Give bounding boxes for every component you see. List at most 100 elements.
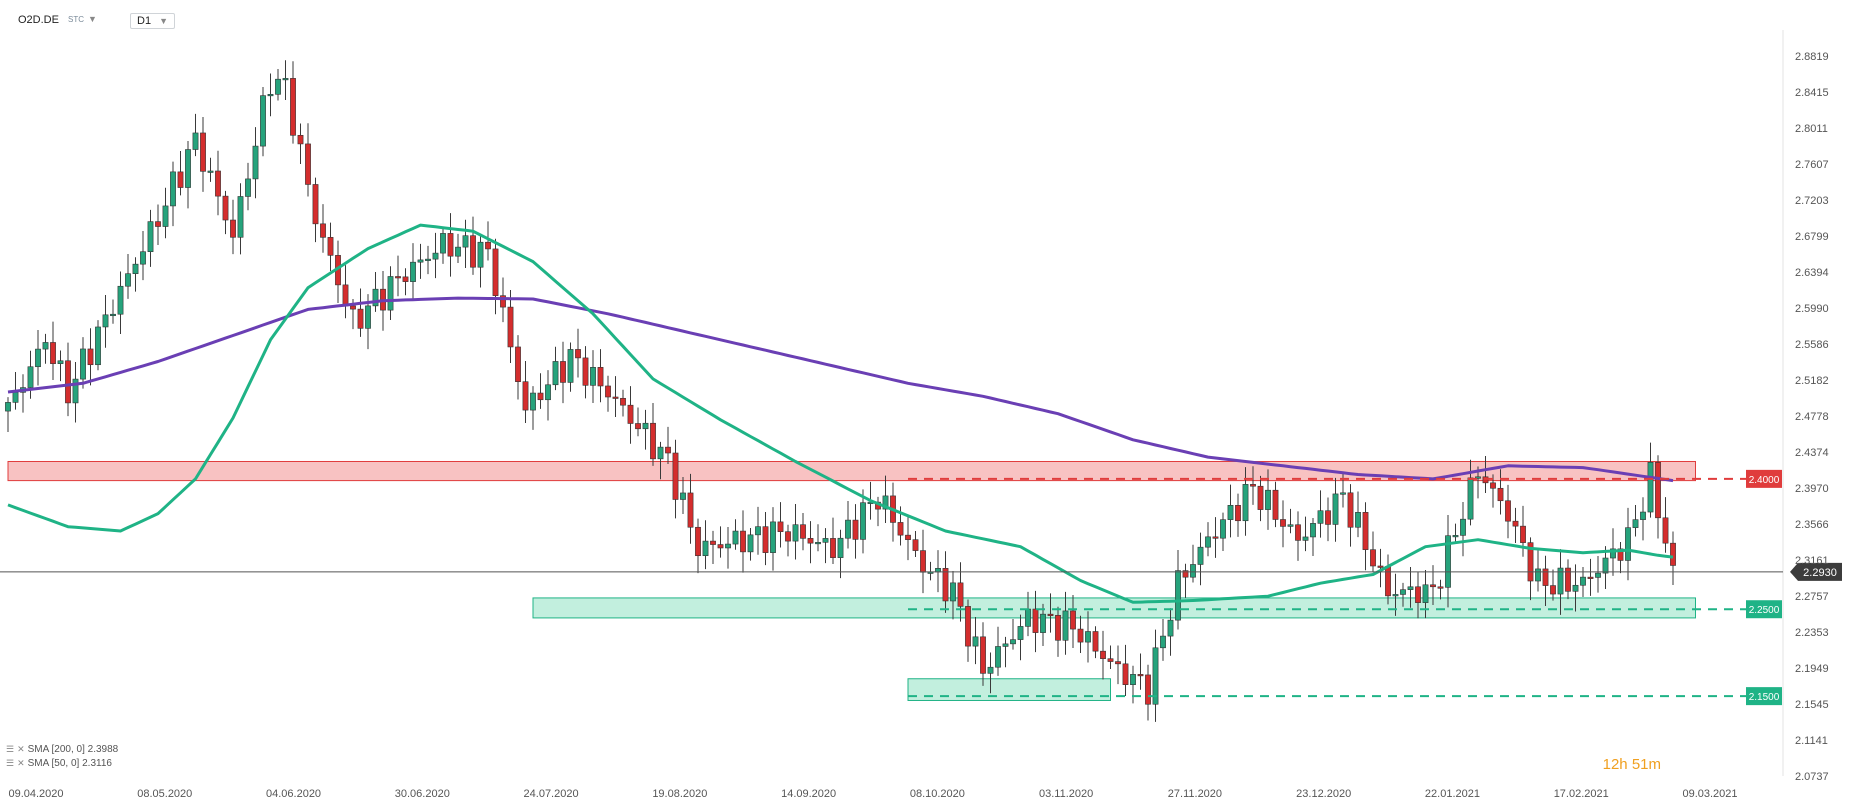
candle-body (852, 519, 859, 540)
y-tick-label: 2.8011 (1795, 123, 1828, 135)
candle (282, 60, 289, 101)
candle (192, 113, 199, 157)
candle-body (140, 251, 146, 265)
list-icon: ☰ (6, 744, 15, 754)
candle (102, 295, 109, 348)
candle-body (492, 248, 499, 296)
candle (1040, 603, 1046, 647)
candle-body (1302, 536, 1309, 541)
candle-body (1617, 548, 1624, 561)
candle (260, 87, 266, 157)
candle-body (687, 492, 694, 528)
candle-body (260, 95, 266, 147)
candle-body (1595, 572, 1601, 578)
candle-body (1437, 586, 1444, 589)
chevron-down-icon: ▼ (88, 14, 97, 24)
candle (605, 375, 611, 412)
candle (95, 320, 101, 371)
candle-body (267, 94, 274, 97)
y-axis: 2.8819 2.8415 2.8011 2.7607 2.7203 2.6799 2.63… (1795, 51, 1829, 783)
candle-body (1055, 614, 1061, 641)
candle (1355, 491, 1361, 538)
candle (1220, 512, 1226, 552)
source-selector[interactable]: STC ▼ (68, 14, 97, 24)
candle (1377, 548, 1384, 588)
candle (252, 127, 259, 199)
candle (35, 330, 41, 386)
y-tick-label: 2.2757 (1795, 591, 1829, 603)
candle (717, 526, 724, 558)
candle-body (1610, 548, 1616, 559)
candle-body (1317, 510, 1324, 524)
candle-body (1092, 631, 1099, 652)
candle-body (807, 538, 814, 544)
y-tick-label: 2.4778 (1795, 411, 1829, 423)
candle-body (905, 534, 911, 540)
candle (912, 531, 919, 557)
candle (230, 199, 236, 255)
candle-body (1010, 639, 1016, 645)
candle (515, 335, 521, 400)
candle (1122, 644, 1129, 697)
candle-body (1145, 674, 1151, 705)
candle (1160, 619, 1166, 661)
legend-item-sma50[interactable]: ☰ ✕ SMA [50, 0] 2.3116 (6, 758, 112, 769)
candle (1535, 548, 1541, 592)
current-price-label: 2.2930 (1803, 567, 1837, 579)
candle (1625, 507, 1631, 581)
candle-body (657, 446, 664, 460)
sma50-line (7, 223, 1674, 604)
candle-body (1662, 517, 1669, 544)
candle (1197, 532, 1204, 586)
candle-body (312, 184, 319, 225)
candle (1250, 466, 1256, 505)
candle (140, 231, 146, 281)
candle (297, 123, 304, 164)
candle (1325, 497, 1331, 542)
level-label: 2.1500 (1749, 692, 1780, 703)
candle (597, 349, 604, 403)
timeframe-selector[interactable]: D1 ▼ (130, 13, 175, 29)
close-icon[interactable]: ✕ (17, 744, 25, 754)
candle-body (777, 521, 784, 532)
candle-body (215, 170, 221, 197)
candle (1557, 549, 1564, 615)
candle-body (1280, 519, 1286, 527)
candle-body (1257, 485, 1264, 510)
candle-body (732, 530, 739, 545)
candle (800, 512, 806, 551)
candle-body (1422, 584, 1429, 603)
legend-item-sma200[interactable]: ☰ ✕ SMA [200, 0] 2.3988 (6, 744, 118, 755)
candle (1542, 555, 1549, 607)
candle (507, 289, 514, 364)
y-tick-label: 2.6799 (1795, 231, 1829, 243)
candle (785, 524, 791, 557)
candle (1640, 497, 1646, 541)
candle-body (72, 378, 79, 404)
candle-body (1602, 557, 1609, 574)
candle-body (822, 538, 829, 543)
candle (695, 518, 701, 574)
candle (395, 255, 401, 297)
candle (402, 268, 409, 296)
candle-body (230, 219, 236, 238)
candle-body (987, 666, 994, 674)
candle-body (1362, 512, 1369, 550)
candle (1257, 475, 1264, 522)
candle-body (1572, 584, 1579, 592)
candle-body (1490, 482, 1496, 489)
candle (725, 526, 731, 569)
candle (852, 504, 859, 559)
y-tick-label: 2.7203 (1795, 195, 1829, 207)
candle (732, 519, 739, 550)
candle-body (27, 366, 34, 388)
candle-body (612, 396, 619, 399)
candle-body (1565, 567, 1571, 592)
close-icon[interactable]: ✕ (17, 758, 25, 768)
symbol-label[interactable]: O2D.DE (18, 14, 59, 26)
candle (477, 233, 484, 288)
candle (462, 219, 469, 268)
candle-body (590, 367, 596, 386)
candle-body (785, 531, 791, 542)
